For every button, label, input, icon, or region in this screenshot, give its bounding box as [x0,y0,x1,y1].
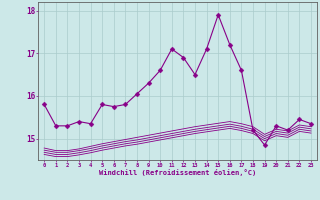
X-axis label: Windchill (Refroidissement éolien,°C): Windchill (Refroidissement éolien,°C) [99,169,256,176]
